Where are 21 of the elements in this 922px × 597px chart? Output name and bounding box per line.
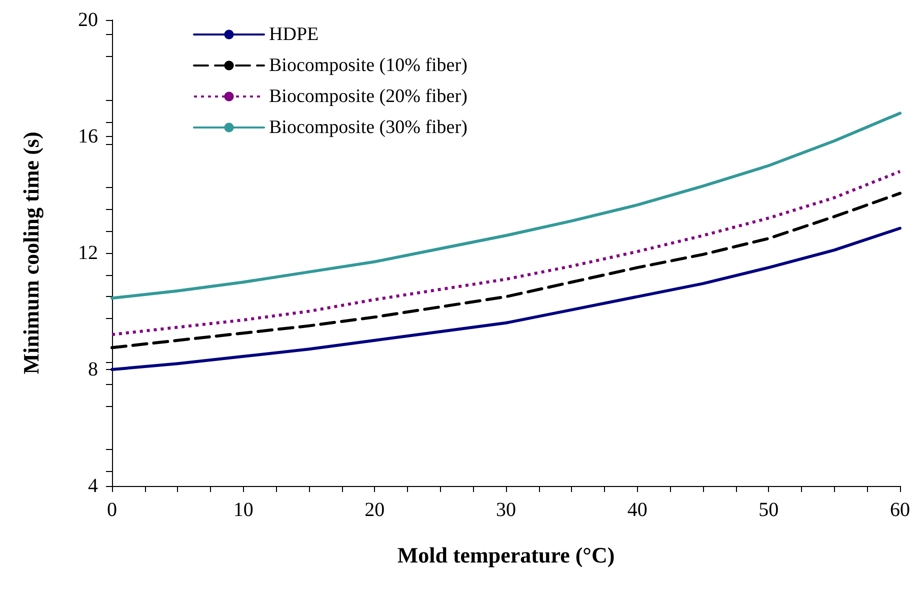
x-tick-label: 20 [364, 499, 385, 521]
y-tick-label: 4 [88, 475, 98, 497]
y-tick-label: 8 [88, 358, 98, 380]
legend-label: Biocomposite (30% fiber) [269, 117, 468, 138]
legend-label: Biocomposite (10% fiber) [269, 55, 468, 76]
line-series [110, 112, 902, 300]
line-series [110, 226, 902, 371]
legend-label: Biocomposite (20% fiber) [269, 86, 468, 107]
y-axis-title: Minimum cooling time (s) [18, 132, 44, 374]
x-tick-label: 60 [890, 499, 910, 521]
x-axis-title: Mold temperature (°C) [397, 542, 615, 568]
x-tick-label: 40 [627, 499, 648, 521]
x-tick-label: 30 [496, 499, 516, 521]
y-tick-label: 12 [78, 242, 98, 264]
line-series [110, 170, 902, 336]
x-tick-label: 10 [233, 499, 254, 521]
x-tick-label: 0 [107, 499, 117, 521]
y-tick-label: 20 [78, 9, 98, 31]
y-tick-label: 16 [78, 126, 98, 148]
x-tick-label: 50 [758, 499, 779, 521]
legend-label: HDPE [269, 24, 319, 45]
